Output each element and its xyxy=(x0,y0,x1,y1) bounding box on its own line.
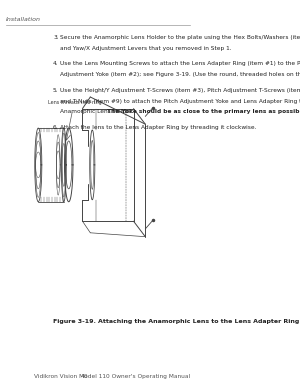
Text: Secure the Anamorphic Lens Holder to the plate using the Hex Bolts/Washers (item: Secure the Anamorphic Lens Holder to the… xyxy=(60,35,300,40)
Text: Figure 3-19. Attaching the Anamorphic Lens to the Lens Adapter Ring: Figure 3-19. Attaching the Anamorphic Le… xyxy=(53,319,299,324)
Text: Anamorphic Lens Holder.: Anamorphic Lens Holder. xyxy=(60,109,135,114)
Text: The Yoke should be as close to the primary lens as possible.: The Yoke should be as close to the prima… xyxy=(106,109,300,114)
Text: and T-Nuts (item #9) to attach the Pitch Adjustment Yoke and Lens Adapter Ring t: and T-Nuts (item #9) to attach the Pitch… xyxy=(60,99,300,104)
Text: and Yaw/X Adjustment Levers that you removed in Step 1.: and Yaw/X Adjustment Levers that you rem… xyxy=(60,46,232,51)
Text: 6.: 6. xyxy=(53,125,58,130)
Text: Vidikron Vision Model 110 Owner's Operating Manual: Vidikron Vision Model 110 Owner's Operat… xyxy=(34,374,190,379)
Text: Use the Lens Mounting Screws to attach the Lens Adapter Ring (item #1) to the Pi: Use the Lens Mounting Screws to attach t… xyxy=(60,61,300,66)
Text: Attach the lens to the Lens Adapter Ring by threading it clockwise.: Attach the lens to the Lens Adapter Ring… xyxy=(60,125,256,130)
Text: 4.: 4. xyxy=(53,61,58,66)
Text: Lens threads into ring: Lens threads into ring xyxy=(48,100,101,105)
Text: 5.: 5. xyxy=(53,88,58,93)
Text: Installation: Installation xyxy=(6,17,41,22)
Text: 40: 40 xyxy=(81,374,88,379)
Text: Use the Height/Y Adjustment T-Screws (item #3), Pitch Adjustment T-Screws (item : Use the Height/Y Adjustment T-Screws (it… xyxy=(60,88,300,93)
Text: 3.: 3. xyxy=(53,35,58,40)
Text: Adjustment Yoke (item #2); see Figure 3-19. (Use the round, threaded holes on th: Adjustment Yoke (item #2); see Figure 3-… xyxy=(60,72,300,77)
